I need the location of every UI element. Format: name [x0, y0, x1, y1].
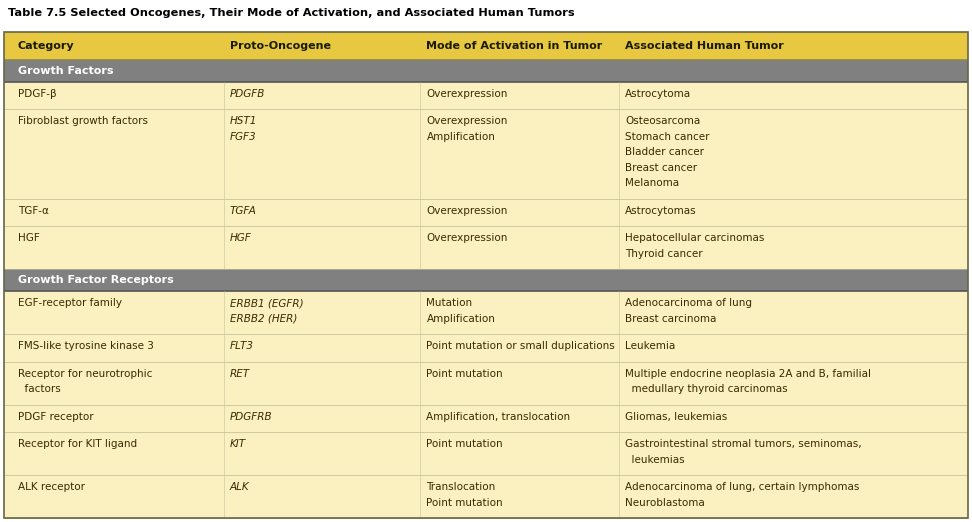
- Text: Overexpression: Overexpression: [427, 206, 507, 216]
- Text: Breast cancer: Breast cancer: [625, 163, 697, 173]
- Text: Associated Human Tumor: Associated Human Tumor: [625, 41, 783, 51]
- Text: Leukemia: Leukemia: [625, 341, 676, 351]
- Bar: [4, 110, 968, 199]
- Text: PDGFB: PDGFB: [229, 89, 265, 99]
- Text: Category: Category: [17, 41, 74, 51]
- Text: Proto-Oncogene: Proto-Oncogene: [229, 41, 330, 51]
- Text: FGF3: FGF3: [229, 132, 257, 142]
- Text: Hepatocellular carcinomas: Hepatocellular carcinomas: [625, 233, 764, 243]
- Text: medullary thyroid carcinomas: medullary thyroid carcinomas: [625, 384, 787, 394]
- Text: Point mutation: Point mutation: [427, 439, 503, 449]
- Text: Melanoma: Melanoma: [625, 179, 679, 188]
- Text: Adenocarcinoma of lung: Adenocarcinoma of lung: [625, 298, 752, 308]
- Text: FLT3: FLT3: [229, 341, 254, 351]
- Text: HST1: HST1: [229, 116, 258, 126]
- Text: RET: RET: [229, 369, 250, 378]
- Text: Point mutation or small duplications: Point mutation or small duplications: [427, 341, 615, 351]
- Text: Point mutation: Point mutation: [427, 497, 503, 507]
- Text: Amplification: Amplification: [427, 132, 496, 142]
- Bar: [4, 334, 968, 362]
- Text: Adenocarcinoma of lung, certain lymphomas: Adenocarcinoma of lung, certain lymphoma…: [625, 482, 859, 492]
- Bar: [4, 432, 968, 475]
- Text: ERBB2 (HER): ERBB2 (HER): [229, 314, 297, 324]
- Text: PDGF receptor: PDGF receptor: [17, 412, 93, 422]
- Bar: [4, 475, 968, 518]
- Text: ALK receptor: ALK receptor: [17, 482, 85, 492]
- Text: Point mutation: Point mutation: [427, 369, 503, 378]
- Bar: [4, 227, 968, 269]
- Bar: [4, 269, 968, 291]
- Text: Receptor for neurotrophic: Receptor for neurotrophic: [17, 369, 152, 378]
- Text: Translocation: Translocation: [427, 482, 496, 492]
- Text: Bladder cancer: Bladder cancer: [625, 147, 704, 157]
- Bar: [4, 60, 968, 82]
- Text: factors: factors: [17, 384, 60, 394]
- Text: HGF: HGF: [17, 233, 40, 243]
- Text: TGF-α: TGF-α: [17, 206, 49, 216]
- Text: TGFA: TGFA: [229, 206, 257, 216]
- Text: Gastrointestinal stromal tumors, seminomas,: Gastrointestinal stromal tumors, seminom…: [625, 439, 861, 449]
- Text: ERBB1 (EGFR): ERBB1 (EGFR): [229, 298, 303, 308]
- Bar: [4, 362, 968, 405]
- Text: Multiple endocrine neoplasia 2A and B, familial: Multiple endocrine neoplasia 2A and B, f…: [625, 369, 871, 378]
- Bar: [4, 291, 968, 334]
- Text: EGF-receptor family: EGF-receptor family: [17, 298, 122, 308]
- Text: Mutation: Mutation: [427, 298, 472, 308]
- Text: Growth Factors: Growth Factors: [17, 66, 113, 76]
- Bar: [4, 32, 968, 60]
- Text: Neuroblastoma: Neuroblastoma: [625, 497, 705, 507]
- Text: Amplification, translocation: Amplification, translocation: [427, 412, 571, 422]
- Text: Osteosarcoma: Osteosarcoma: [625, 116, 700, 126]
- Text: Growth Factor Receptors: Growth Factor Receptors: [17, 275, 173, 285]
- Text: Table 7.5 Selected Oncogenes, Their Mode of Activation, and Associated Human Tum: Table 7.5 Selected Oncogenes, Their Mode…: [8, 8, 574, 18]
- Bar: [4, 199, 968, 227]
- Text: PDGFRB: PDGFRB: [229, 412, 272, 422]
- Bar: [4, 405, 968, 432]
- Bar: [4, 82, 968, 110]
- Text: Gliomas, leukemias: Gliomas, leukemias: [625, 412, 727, 422]
- Text: Receptor for KIT ligand: Receptor for KIT ligand: [17, 439, 137, 449]
- Text: Astrocytomas: Astrocytomas: [625, 206, 697, 216]
- Text: leukemias: leukemias: [625, 455, 684, 465]
- Text: KIT: KIT: [229, 439, 246, 449]
- Text: PDGF-β: PDGF-β: [17, 89, 56, 99]
- Text: Thyroid cancer: Thyroid cancer: [625, 249, 703, 259]
- Text: Overexpression: Overexpression: [427, 89, 507, 99]
- Text: Mode of Activation in Tumor: Mode of Activation in Tumor: [427, 41, 603, 51]
- Text: Overexpression: Overexpression: [427, 233, 507, 243]
- Text: HGF: HGF: [229, 233, 252, 243]
- Text: Stomach cancer: Stomach cancer: [625, 132, 710, 142]
- Text: Overexpression: Overexpression: [427, 116, 507, 126]
- Text: ALK: ALK: [229, 482, 250, 492]
- Text: FMS-like tyrosine kinase 3: FMS-like tyrosine kinase 3: [17, 341, 154, 351]
- Text: Breast carcinoma: Breast carcinoma: [625, 314, 716, 324]
- Text: Amplification: Amplification: [427, 314, 496, 324]
- Text: Fibroblast growth factors: Fibroblast growth factors: [17, 116, 148, 126]
- Text: Astrocytoma: Astrocytoma: [625, 89, 691, 99]
